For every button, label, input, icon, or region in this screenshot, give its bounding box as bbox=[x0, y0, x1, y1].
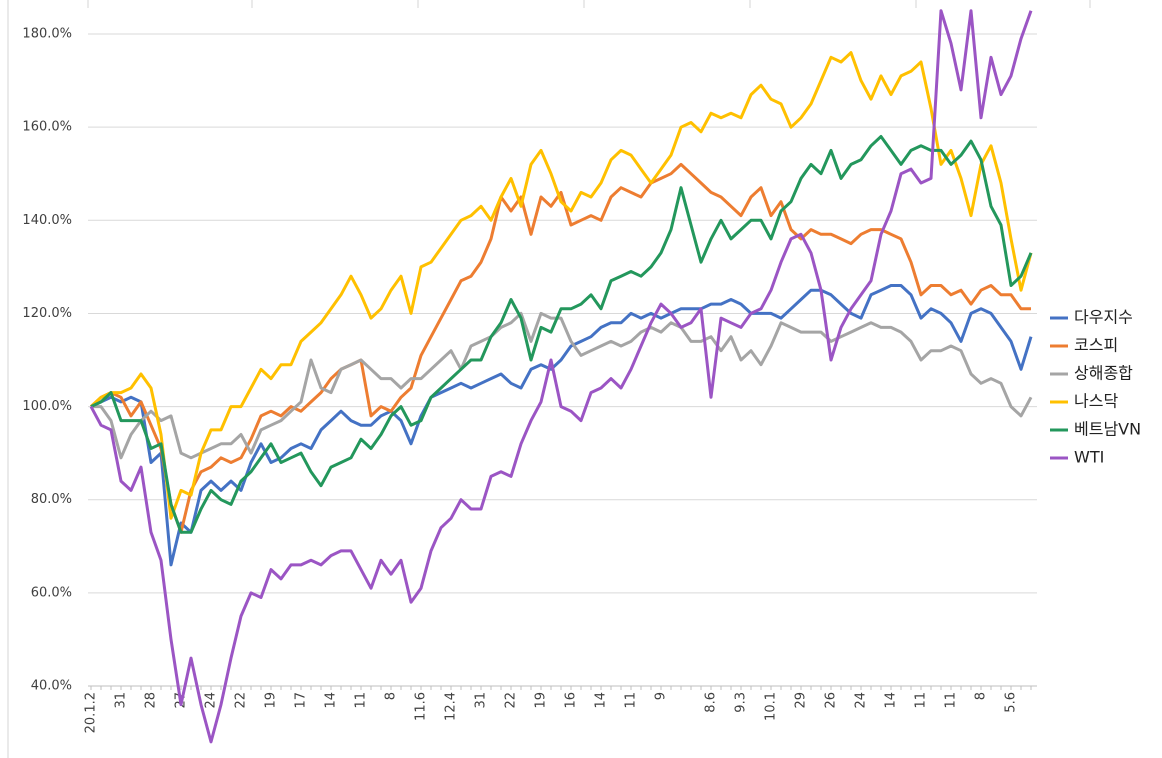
x-tick-label: 11 bbox=[944, 692, 959, 709]
x-tick-label: 10.1 bbox=[764, 692, 779, 721]
x-tick-label: 16 bbox=[564, 692, 579, 709]
x-tick-label: 14 bbox=[884, 692, 899, 709]
x-tick-label: 11.6 bbox=[414, 692, 429, 721]
series-line bbox=[91, 311, 1033, 460]
series-line bbox=[90, 135, 1033, 534]
x-tick-label: 22 bbox=[504, 692, 519, 709]
x-tick-label: 11 bbox=[624, 692, 639, 709]
x-tick-label: 11 bbox=[914, 692, 929, 709]
y-tick-label: 160.0% bbox=[22, 120, 72, 135]
x-tick-label: 14 bbox=[594, 692, 609, 709]
y-tick-label: 40.0% bbox=[31, 679, 72, 694]
sheet-columns bbox=[87, 0, 1091, 8]
x-tick-label: 9.3 bbox=[734, 692, 749, 713]
x-tick-label: 11 bbox=[354, 692, 369, 709]
y-tick-label: 80.0% bbox=[31, 492, 72, 507]
x-tick-label: 24 bbox=[204, 692, 219, 709]
x-tick-label: 22 bbox=[234, 692, 249, 709]
series-line bbox=[89, 51, 1033, 520]
x-tick-label: 26 bbox=[824, 692, 839, 709]
x-tick-label: 12.4 bbox=[444, 692, 459, 721]
series-line bbox=[90, 284, 1033, 567]
x-tick-label: 8 bbox=[974, 692, 989, 700]
legend-label: 코스피 bbox=[1074, 336, 1118, 355]
y-tick-label: 120.0% bbox=[22, 306, 72, 321]
x-tick-label: 14 bbox=[324, 692, 339, 709]
x-tick-label: 20.1.2 bbox=[84, 692, 99, 733]
legend-label: 나스닥 bbox=[1074, 392, 1118, 411]
series-line bbox=[89, 9, 1033, 744]
legend-label: 상해종합 bbox=[1074, 364, 1133, 383]
y-tick-label: 180.0% bbox=[22, 27, 72, 42]
x-tick-label: 8 bbox=[384, 692, 399, 700]
x-tick-label: 5.6 bbox=[1004, 692, 1019, 713]
x-tick-label: 31 bbox=[474, 692, 489, 709]
x-tick-label: 19 bbox=[534, 692, 549, 709]
x-tick-label: 29 bbox=[794, 692, 809, 709]
x-tick-label: 31 bbox=[114, 692, 129, 709]
x-tick-label: 28 bbox=[144, 692, 159, 709]
legend-label: 다우지수 bbox=[1074, 308, 1133, 327]
x-tick-label: 17 bbox=[294, 692, 309, 709]
y-tick-label: 140.0% bbox=[22, 213, 72, 228]
y-tick-label: 100.0% bbox=[22, 399, 72, 414]
legend-label: 베트남VN bbox=[1074, 420, 1141, 439]
x-tick-label: 8.6 bbox=[704, 692, 719, 713]
x-tick-label: 24 bbox=[854, 692, 869, 709]
x-tick-label: 9 bbox=[654, 692, 669, 700]
legend-label: WTI bbox=[1074, 448, 1104, 467]
x-tick-label: 19 bbox=[264, 692, 279, 709]
y-tick-label: 60.0% bbox=[31, 585, 72, 600]
